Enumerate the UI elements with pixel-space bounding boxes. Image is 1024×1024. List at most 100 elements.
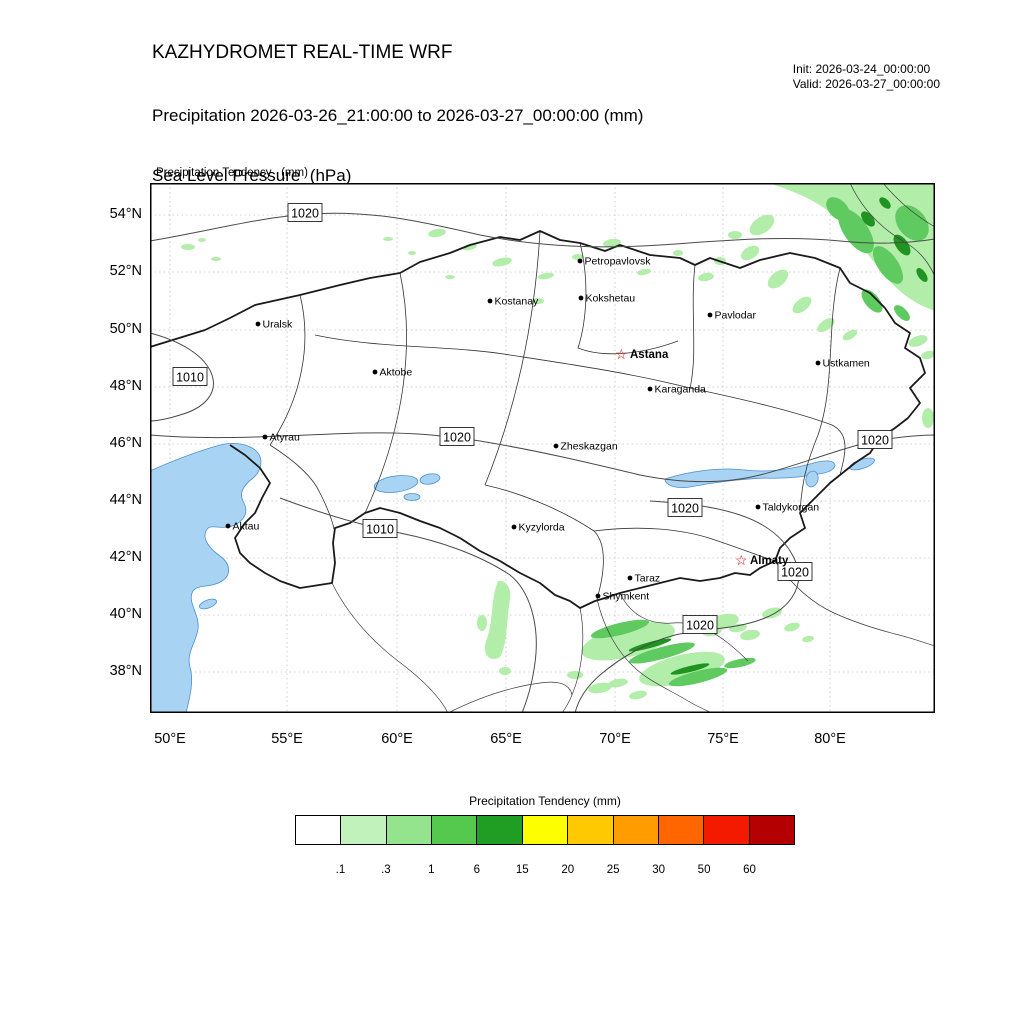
latitude-axis-label: 42°N xyxy=(109,549,142,565)
city-marker: Shymkent xyxy=(595,591,649,603)
latitude-axis-label: 54°N xyxy=(109,206,142,222)
city-label: Karaganda xyxy=(655,384,707,396)
colorbar-tick-label: 20 xyxy=(561,864,575,876)
pressure-value: 1020 xyxy=(443,431,471,445)
run-times: Init: 2026-03-24_00:00:00 Valid: 2026-03… xyxy=(793,62,940,92)
colorbar-box xyxy=(295,815,342,845)
pressure-contour-label: 1020 xyxy=(287,203,323,222)
city-marker: Atyrau xyxy=(262,432,301,444)
longitude-axis-label: 70°E xyxy=(599,731,631,747)
colorbar-tick-label: 60 xyxy=(743,864,756,876)
colorbar-box xyxy=(658,815,705,845)
pressure-value: 1020 xyxy=(686,619,714,633)
colorbar-box xyxy=(522,815,569,845)
pressure-contour-label: 1020 xyxy=(439,427,475,446)
water-bodies xyxy=(150,443,875,713)
caspian-sea xyxy=(150,443,262,713)
map-background xyxy=(150,183,935,713)
lake-alakol xyxy=(805,470,819,488)
aral-sea-east xyxy=(419,473,441,485)
colorbar-tick-label: 1 xyxy=(428,864,435,876)
city-dot-icon xyxy=(372,369,378,375)
colorbar-tick-label: .1 xyxy=(335,864,346,876)
city-dot-icon xyxy=(627,575,633,581)
colorbar xyxy=(295,815,795,845)
region-borders xyxy=(269,230,846,600)
pressure-contour-label: 1020 xyxy=(667,498,703,517)
city-dot-icon xyxy=(262,434,268,440)
latitude-axis-label: 48°N xyxy=(109,378,142,394)
longitude-axis-label: 50°E xyxy=(154,731,186,747)
colorbar-box xyxy=(568,815,614,845)
colorbar-box xyxy=(341,815,387,845)
city-dot-icon xyxy=(707,312,713,318)
pressure-value: 1020 xyxy=(671,502,699,516)
pressure-value: 1020 xyxy=(291,207,319,221)
colorbar-box xyxy=(386,815,433,845)
precip-medium-layer xyxy=(590,197,929,687)
latitude-axis-label: 44°N xyxy=(109,492,142,508)
capital-marker: ☆ Almaty xyxy=(735,552,789,568)
city-dot-icon xyxy=(511,524,517,530)
city-dot-icon xyxy=(577,258,583,264)
colorbar-ticks: .1 .3 1 6 15 20 25 30 50 60 xyxy=(295,864,795,880)
colorbar-tick-label: 6 xyxy=(473,864,481,876)
header: KAZHYDROMET REAL-TIME WRF Precipitation … xyxy=(152,6,643,222)
colorbar-tick-label: 25 xyxy=(606,864,620,876)
city-marker: Zheskazgan xyxy=(553,441,618,453)
city-marker: Petropavlovsk xyxy=(577,256,652,268)
valid-time: Valid: 2026-03-27_00:00:00 xyxy=(792,77,940,91)
colorbar-tick-label: .3 xyxy=(381,864,391,876)
city-label: Aktobe xyxy=(380,367,413,379)
city-dot-icon xyxy=(595,593,601,599)
pressure-value: 1010 xyxy=(176,371,204,385)
colorbar-box xyxy=(477,815,523,845)
city-label: Zheskazgan xyxy=(561,441,618,453)
city-marker: Kokshetau xyxy=(578,293,636,305)
city-marker: Karaganda xyxy=(647,384,707,396)
capital-label: Astana xyxy=(630,349,669,361)
city-marker: Ustkamen xyxy=(815,358,870,370)
city-label: Kokshetau xyxy=(586,293,636,305)
lake-balkhash xyxy=(664,460,836,488)
city-dot-icon xyxy=(487,298,493,304)
city-dot-icon xyxy=(225,523,231,529)
kazakhstan-border xyxy=(150,230,926,609)
aral-sea-south xyxy=(403,493,421,501)
page-title: KAZHYDROMET REAL-TIME WRF xyxy=(152,42,453,63)
pressure-contour-label: 1020 xyxy=(682,615,718,634)
weather-map: 1020 1010 1020 1020 1020 1010 1020 1020 Petropa… xyxy=(150,183,935,713)
pressure-contour-label: 1020 xyxy=(857,430,893,449)
city-label: Taldykorgan xyxy=(763,502,820,514)
pressure-contour-label: 1010 xyxy=(172,367,208,386)
city-marker: Taldykorgan xyxy=(755,502,820,514)
city-label: Aktau xyxy=(233,521,260,533)
latitude-axis-label: 46°N xyxy=(109,435,142,451)
city-marker: Uralsk xyxy=(255,319,293,331)
capital-star-icon: ☆ xyxy=(735,552,748,568)
longitude-axis-label: 65°E xyxy=(490,731,522,747)
city-marker: Pavlodar xyxy=(707,310,756,322)
city-dot-icon xyxy=(553,443,559,449)
latitude-axis-label: 40°N xyxy=(109,606,142,622)
pressure-value: 1020 xyxy=(781,566,809,580)
pressure-contour-label: 1020 xyxy=(777,562,813,581)
city-marker: Kyzylorda xyxy=(511,522,565,534)
capital-marker: ☆ Astana xyxy=(615,346,669,362)
latitude-axis-label: 50°N xyxy=(109,321,142,337)
city-label: Atyrau xyxy=(270,432,301,444)
colorbar-box xyxy=(749,815,795,845)
colorbar-title: Precipitation Tendency (mm) xyxy=(469,794,621,808)
longitude-axis-label: 80°E xyxy=(814,731,846,747)
capital-label: Almaty xyxy=(750,555,789,567)
aral-sea xyxy=(373,475,419,493)
colorbar-box xyxy=(613,815,659,845)
city-dot-icon xyxy=(647,386,653,392)
city-dot-icon xyxy=(815,360,821,366)
longitude-axis-label: 75°E xyxy=(707,731,739,747)
city-label: Ustkamen xyxy=(823,358,870,370)
city-marker: Kostanay xyxy=(487,296,539,308)
precipitation-period-line: Precipitation 2026-03-26_21:00:00 to 202… xyxy=(152,106,644,125)
city-label: Petropavlovsk xyxy=(585,256,652,268)
city-label: Taraz xyxy=(635,573,661,585)
